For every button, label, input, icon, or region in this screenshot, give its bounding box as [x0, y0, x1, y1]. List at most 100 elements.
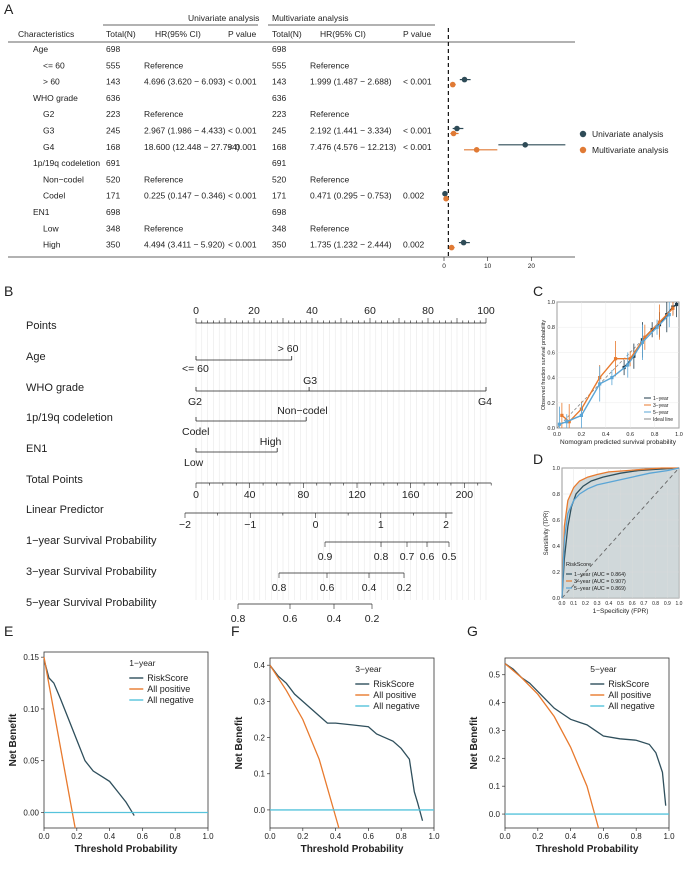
row-p-multi: 0.002: [403, 240, 425, 250]
calibration-legend-text: 3−year: [653, 403, 669, 409]
roc-x-tick-label: 0.3: [594, 601, 601, 607]
dca-x-tick-label: 1.0: [428, 832, 440, 841]
calibration-point: [643, 335, 647, 339]
row-hr-uni: 4.494 (3.411 − 5.920): [144, 240, 225, 250]
row-n-uni: 245: [106, 126, 120, 136]
calibration-point: [565, 420, 569, 424]
nomogram-scale-label: 5−year Survival Probability: [26, 597, 157, 609]
row-n-uni: 555: [106, 60, 120, 70]
dca-y-tick-label: 0.2: [489, 754, 501, 763]
dca-x-tick-label: 0.8: [396, 832, 408, 841]
age-level-label: > 60: [278, 343, 299, 355]
row-label: G4: [43, 142, 55, 152]
dca-x-label: Threshold Probability: [536, 844, 639, 855]
row-label: G2: [43, 109, 55, 119]
dca-x-tick-label: 0.0: [499, 832, 511, 841]
legend-uni-marker: [579, 130, 587, 138]
dca-x-tick-label: 0.2: [297, 832, 309, 841]
dca-frame: [43, 651, 209, 829]
dca-frame: [269, 657, 435, 829]
calibration-x-tick-label: 0.0: [553, 432, 561, 438]
row-n-uni: 223: [106, 109, 120, 119]
total-points-tick-label: 40: [244, 489, 256, 501]
nomogram-scale-label: WHO grade: [26, 382, 84, 394]
total-points-tick-label: 160: [402, 489, 420, 501]
row-hr-multi: 2.192 (1.441 − 3.334): [310, 126, 392, 136]
hr-point-uni: [460, 239, 467, 246]
nomogram-scale-label: 3−year Survival Probability: [26, 566, 157, 578]
calibration-point: [598, 382, 602, 386]
dca-legend-text: RiskScore: [147, 673, 188, 683]
legend-multi-text: Multivariate analysis: [592, 145, 669, 155]
calibration-point: [613, 357, 618, 361]
dca-legend-text: All positive: [147, 684, 190, 694]
dca-title: 5−year: [590, 664, 616, 674]
dca-y-tick-label: 0.3: [254, 697, 266, 706]
points-tick-label: 0: [193, 305, 199, 317]
column-header: Total(N): [106, 29, 136, 39]
row-hr-multi: Reference: [310, 223, 349, 233]
nomogram-scale-label: 1p/19q codeletion: [26, 412, 113, 424]
nomogram-scale-label: Linear Predictor: [26, 504, 104, 516]
row-n-multi: 245: [272, 126, 286, 136]
calibration-point: [579, 413, 583, 417]
row-hr-uni: 4.696 (3.620 − 6.093): [144, 77, 226, 87]
roc-x-tick-label: 0.0: [559, 601, 566, 607]
dca-x-label: Threshold Probability: [75, 844, 178, 855]
row-label: G3: [43, 126, 55, 136]
roc-legend-text: 1−year (AUC = 0.864): [574, 572, 626, 578]
roc-x-label: 1−Specificity (FPR): [593, 608, 649, 615]
row-hr-multi: 1.999 (1.487 − 2.688): [310, 77, 392, 87]
dca-y-tick-label: 0.05: [23, 757, 39, 766]
calibration-y-tick-label: 1.0: [547, 300, 555, 306]
points-tick-label: 20: [248, 305, 260, 317]
points-tick-label: 60: [364, 305, 376, 317]
calibration-x-tick-label: 0.6: [626, 432, 634, 438]
dca-y-tick-label: 0.1: [254, 770, 266, 779]
calibration-point: [667, 313, 671, 317]
row-p-uni: < 0.001: [228, 126, 257, 136]
legend-multi-marker: [579, 146, 587, 154]
row-label: WHO grade: [33, 93, 78, 103]
calibration-x-tick-label: 0.8: [651, 432, 659, 438]
survival-tick-label: 0.8: [272, 582, 287, 594]
row-n-multi: 698: [272, 44, 286, 54]
hr-point-multi: [449, 81, 456, 88]
dca-curve: [43, 659, 135, 816]
panel-label-F: F: [231, 623, 240, 639]
roc-x-tick-label: 0.9: [664, 601, 671, 607]
nomogram-scale-label: Total Points: [26, 474, 83, 486]
forest-x-tick-label: 20: [528, 263, 536, 270]
row-hr-multi: 7.476 (4.576 − 12.213): [310, 142, 396, 152]
calibration-x-tick-label: 0.4: [602, 432, 610, 438]
row-n-uni: 520: [106, 174, 120, 184]
row-label: Age: [33, 44, 48, 54]
row-label: EN1: [33, 207, 50, 217]
dca-y-tick-label: 0.1: [489, 782, 501, 791]
survival-tick-label: 0.2: [365, 613, 380, 625]
dca-x-tick-label: 0.4: [104, 832, 116, 841]
hr-point-uni: [454, 125, 460, 132]
roc-x-tick-label: 0.1: [570, 601, 577, 607]
calibration-point: [674, 302, 679, 307]
row-n-uni: 348: [106, 223, 120, 233]
codel-level-label: Codel: [182, 426, 209, 438]
column-header: P value: [228, 29, 256, 39]
dca-y-tick-label: 0.10: [23, 705, 39, 714]
age-level-label: <= 60: [182, 363, 209, 375]
dca-y-tick-label: 0.0: [489, 810, 501, 819]
dca-curve: [504, 663, 600, 829]
roc-curve: [561, 467, 679, 599]
row-n-uni: 168: [106, 142, 120, 152]
roc-legend-title: RiskScore: [566, 562, 591, 568]
row-n-multi: 143: [272, 77, 286, 87]
calibration-point: [655, 325, 659, 329]
survival-tick-label: 0.4: [362, 582, 377, 594]
dca-x-tick-label: 1.0: [202, 832, 214, 841]
points-tick-label: 40: [306, 305, 318, 317]
calibration-y-tick-label: 0.0: [547, 426, 555, 432]
dca-curve: [43, 657, 76, 829]
plot-G: 0.0 0.2 0.4 0.6 0.8 1.0 0.0 0.1 0.2 0.3 0.4 0.5 Thre…: [469, 657, 675, 855]
plot-C: 0.00.00.20.20.40.40.60.60.80.81.01.0Nomo…: [541, 300, 683, 446]
roc-x-tick-label: 0.4: [605, 601, 612, 607]
